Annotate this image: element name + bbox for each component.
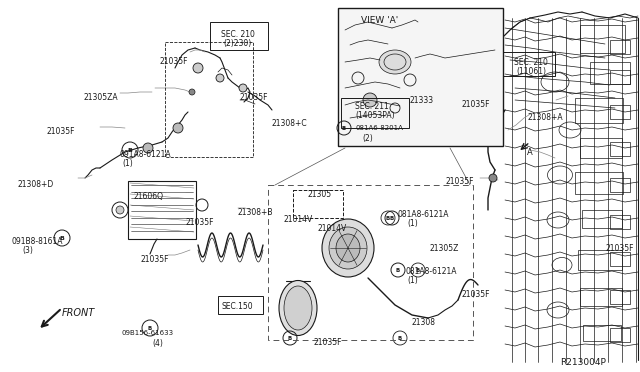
Text: 09B156-61633: 09B156-61633 bbox=[122, 330, 174, 336]
Text: 21035F: 21035F bbox=[445, 177, 474, 186]
Text: SEC.150: SEC.150 bbox=[222, 302, 253, 311]
Bar bbox=[610, 70, 630, 84]
Bar bbox=[338, 8, 503, 146]
Circle shape bbox=[489, 104, 497, 112]
Text: SEC. 210: SEC. 210 bbox=[221, 30, 255, 39]
Text: 21308+B: 21308+B bbox=[238, 208, 273, 217]
Bar bbox=[503, 52, 555, 76]
Bar bbox=[610, 290, 630, 304]
Text: SEC. 211: SEC. 211 bbox=[355, 102, 388, 111]
Text: 21035F: 21035F bbox=[141, 255, 169, 264]
Circle shape bbox=[489, 174, 497, 182]
Bar bbox=[610, 178, 630, 192]
Text: B: B bbox=[60, 235, 65, 241]
Text: 21308: 21308 bbox=[412, 318, 436, 327]
Text: 081A6-8201A: 081A6-8201A bbox=[355, 125, 403, 131]
Text: VIEW 'A': VIEW 'A' bbox=[362, 16, 399, 25]
Text: B: B bbox=[416, 267, 420, 273]
Bar bbox=[578, 250, 622, 270]
Text: B: B bbox=[288, 336, 292, 340]
Ellipse shape bbox=[329, 227, 367, 269]
Circle shape bbox=[173, 123, 183, 133]
Text: (4): (4) bbox=[152, 339, 163, 348]
Bar bbox=[610, 215, 630, 229]
Bar bbox=[580, 288, 622, 306]
Circle shape bbox=[116, 206, 124, 214]
Bar bbox=[341, 98, 409, 128]
Text: (3): (3) bbox=[22, 246, 33, 255]
Text: B: B bbox=[127, 148, 132, 153]
Text: (1): (1) bbox=[408, 219, 419, 228]
Text: (14053PA): (14053PA) bbox=[355, 111, 395, 120]
Text: 21014V: 21014V bbox=[284, 215, 313, 224]
Bar bbox=[575, 172, 623, 194]
Text: 091B8-8161A: 091B8-8161A bbox=[12, 237, 63, 246]
Text: B: B bbox=[148, 326, 152, 330]
Text: 21035F: 21035F bbox=[186, 218, 214, 227]
Text: 081A8-6121A: 081A8-6121A bbox=[398, 210, 449, 219]
Text: 21305Z: 21305Z bbox=[430, 244, 460, 253]
Bar bbox=[590, 62, 630, 84]
Text: 21035F: 21035F bbox=[159, 57, 188, 66]
Bar bbox=[610, 40, 630, 54]
Circle shape bbox=[193, 63, 203, 73]
Text: (1): (1) bbox=[408, 276, 419, 285]
Text: 21305: 21305 bbox=[308, 190, 332, 199]
Text: 21333: 21333 bbox=[410, 96, 434, 105]
Ellipse shape bbox=[379, 50, 411, 74]
Text: 21035F: 21035F bbox=[314, 338, 342, 347]
Circle shape bbox=[143, 143, 153, 153]
Bar bbox=[582, 210, 622, 228]
Ellipse shape bbox=[279, 280, 317, 336]
Ellipse shape bbox=[336, 234, 360, 262]
Text: B: B bbox=[386, 215, 390, 221]
Text: 081A8-6121A: 081A8-6121A bbox=[405, 267, 456, 276]
Text: 091A8-6121A: 091A8-6121A bbox=[120, 150, 172, 159]
Bar bbox=[580, 138, 622, 158]
Circle shape bbox=[363, 93, 377, 107]
Bar bbox=[575, 98, 623, 123]
Text: FRONT: FRONT bbox=[62, 308, 95, 318]
Bar bbox=[218, 296, 263, 314]
Text: B: B bbox=[390, 215, 394, 221]
Text: B: B bbox=[342, 125, 346, 131]
Text: (1): (1) bbox=[123, 159, 133, 168]
Text: (11061): (11061) bbox=[516, 67, 546, 76]
Ellipse shape bbox=[284, 286, 312, 330]
Text: R213004P: R213004P bbox=[560, 358, 606, 367]
Circle shape bbox=[216, 74, 224, 82]
Bar bbox=[580, 25, 625, 53]
Bar bbox=[210, 22, 268, 50]
Text: 21035F: 21035F bbox=[47, 127, 75, 136]
Bar bbox=[165, 42, 253, 157]
Bar bbox=[610, 105, 630, 119]
Ellipse shape bbox=[322, 219, 374, 277]
Text: (2)230): (2)230) bbox=[224, 39, 252, 48]
Text: 21035F: 21035F bbox=[606, 244, 634, 253]
Text: 21305ZA: 21305ZA bbox=[83, 93, 118, 102]
Text: B: B bbox=[398, 336, 402, 340]
Text: 21014V: 21014V bbox=[318, 224, 348, 233]
Circle shape bbox=[189, 89, 195, 95]
Bar bbox=[128, 181, 196, 239]
Text: A: A bbox=[527, 148, 532, 157]
Text: B: B bbox=[396, 267, 400, 273]
Text: 21035F: 21035F bbox=[240, 93, 269, 102]
Circle shape bbox=[239, 84, 247, 92]
Text: (2): (2) bbox=[363, 134, 373, 143]
Text: SEC. 210: SEC. 210 bbox=[514, 58, 548, 67]
Bar bbox=[610, 252, 630, 266]
Text: 21035F: 21035F bbox=[462, 290, 490, 299]
Text: 21308+A: 21308+A bbox=[528, 113, 564, 122]
Bar bbox=[293, 190, 343, 218]
Text: 21308+D: 21308+D bbox=[18, 180, 54, 189]
Bar bbox=[610, 328, 630, 342]
Text: 21308+C: 21308+C bbox=[272, 119, 308, 128]
Bar bbox=[610, 142, 630, 156]
Text: 21035F: 21035F bbox=[461, 100, 490, 109]
Bar bbox=[583, 325, 621, 341]
Text: 21606Q: 21606Q bbox=[133, 192, 163, 201]
Bar bbox=[268, 185, 473, 340]
